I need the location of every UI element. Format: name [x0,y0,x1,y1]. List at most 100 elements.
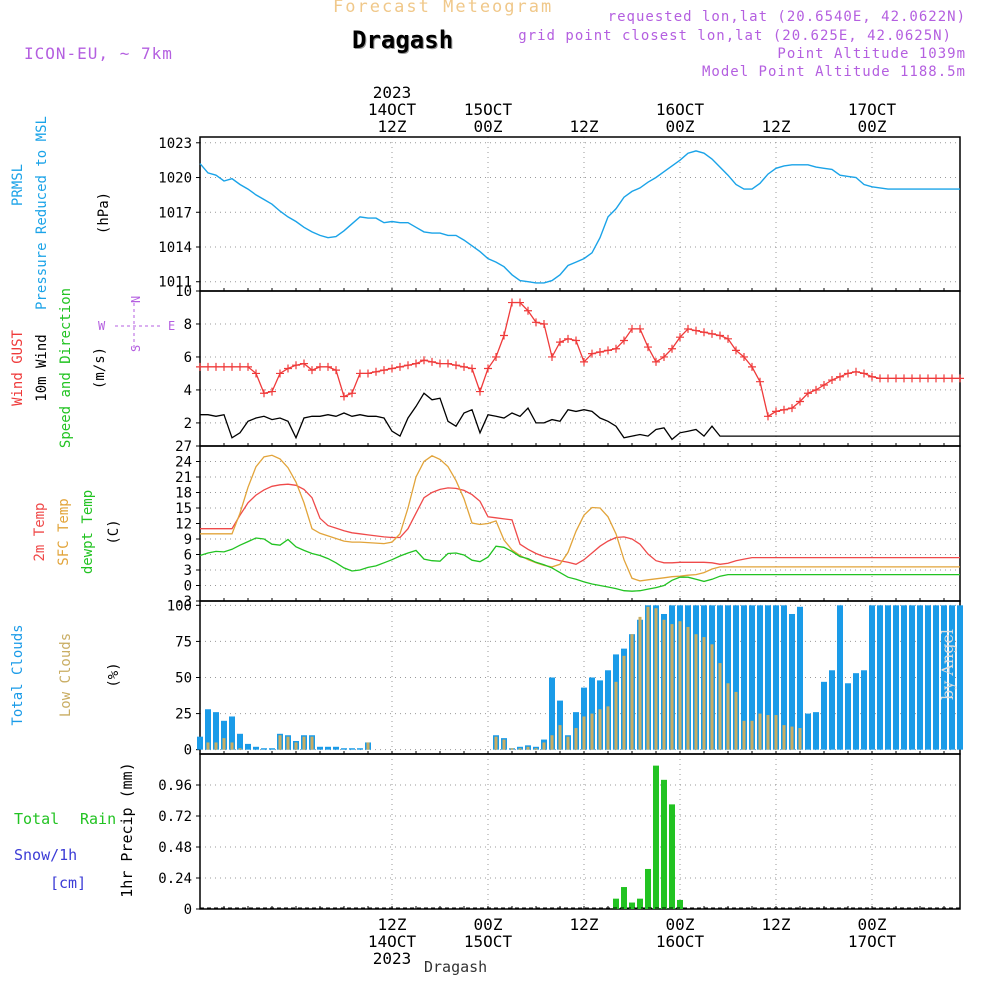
low-cloud-bar [718,663,722,750]
low-cloud-bar [590,713,594,750]
gust-marker [292,361,300,370]
compass-s: S [129,345,143,352]
top-axis-label: 12Z [378,117,407,136]
bottom-axis-label: 00Z [666,915,695,934]
pressure-frame [199,136,961,292]
precip-ytick-label: 0.72 [158,809,192,825]
total-cloud-title: Total Clouds [10,624,26,725]
gust-marker [444,359,452,368]
gust-marker [564,334,572,343]
wind-ytick-label: 8 [184,317,192,333]
total-cloud-bar [749,605,755,750]
precip-total-label: Total [14,810,59,828]
bottom-axis-label: 15OCT [464,932,513,951]
total-cloud-bar [853,673,859,750]
rain-bar [661,779,667,909]
low-cloud-bar [694,634,698,750]
location-title: Dragash [352,26,454,54]
gust-marker [476,387,484,396]
total-cloud-bar [205,709,211,750]
total-cloud-bar [325,746,331,750]
total-cloud-bar [781,605,787,750]
gust-marker [908,374,916,383]
pressure-panel: 1011 1014 1017 1020 1023 [158,136,961,292]
total-cloud-bar [773,605,779,750]
low-cloud-bar [758,713,762,750]
precip-ytick-label: 0.96 [158,778,192,794]
gust-marker [420,356,428,365]
total-cloud-bar [949,605,955,750]
gust-marker [788,404,796,413]
total-cloud-bar [869,605,875,750]
gust-marker [852,367,860,376]
top-axis-label: 14OCT [368,100,417,119]
gust-marker [748,362,756,371]
gust-marker [684,324,692,333]
low-cloud-bar [566,736,570,750]
watermark: by Angel [938,628,957,700]
gust-marker [900,374,908,383]
gust-marker [404,361,412,370]
gust-marker [612,344,620,353]
low-cloud-bar [726,683,730,750]
gust-marker [332,366,340,375]
total-cloud-bar [917,605,923,750]
low-cloud-bar [734,691,738,750]
low-cloud-bar [598,709,602,750]
gust-marker [644,343,652,352]
gust-marker [668,344,676,353]
gust-marker [756,377,764,386]
sfctemp-line [200,454,960,582]
total-cloud-bar [237,733,243,750]
low-cloud-title: Low Clouds [58,633,74,717]
total-cloud-bar [765,605,771,750]
low-cloud-bar [542,742,546,750]
low-cloud-bar [302,736,306,750]
low-cloud-bar [710,644,714,750]
wind-ylabel: (m/s) [92,347,108,389]
precip-ytick-label: 0 [184,902,192,918]
gust-marker [212,362,220,371]
temp2m-line [200,483,960,565]
gust-marker [596,348,604,357]
low-cloud-bar [782,725,786,750]
gust-marker [548,352,556,361]
low-cloud-bar [278,735,282,750]
dewpt-line [199,537,960,592]
pressure-ytick-label: 1020 [158,171,192,187]
compass-e: E [168,319,175,333]
total-cloud-bar [813,712,819,750]
gust-marker [940,374,948,383]
gust-marker [508,298,516,307]
total-cloud-bar [821,681,827,750]
total-cloud-bar [253,746,259,750]
low-cloud-bar [526,746,530,750]
low-cloud-bar [494,736,498,750]
low-cloud-bar [798,728,802,750]
gust-marker [772,407,780,416]
low-cloud-bar [206,742,210,750]
pressure-ytick-label: 1014 [158,240,192,256]
gust-marker [300,359,308,368]
precip-ytick-label: 0.48 [158,840,192,856]
gust-marker [604,346,612,355]
total-cloud-bar [733,605,739,750]
gust-marker [460,362,468,371]
gust-marker [484,364,492,373]
top-axis-label: 12Z [762,117,791,136]
low-cloud-bar [230,742,234,750]
gust-marker [396,362,404,371]
gust-marker [796,397,804,406]
rain-bar [613,898,619,909]
requested-coords: requested lon,lat (20.6540E, 42.0622N) [607,9,966,25]
total-cloud-bar [933,605,939,750]
precip-ytick-label: 0.24 [158,871,192,887]
gust-marker [436,359,444,368]
gust-marker [244,362,252,371]
low-cloud-bar [646,606,650,750]
gust-marker [236,362,244,371]
gust-marker [588,349,596,358]
gust-marker [252,369,260,378]
